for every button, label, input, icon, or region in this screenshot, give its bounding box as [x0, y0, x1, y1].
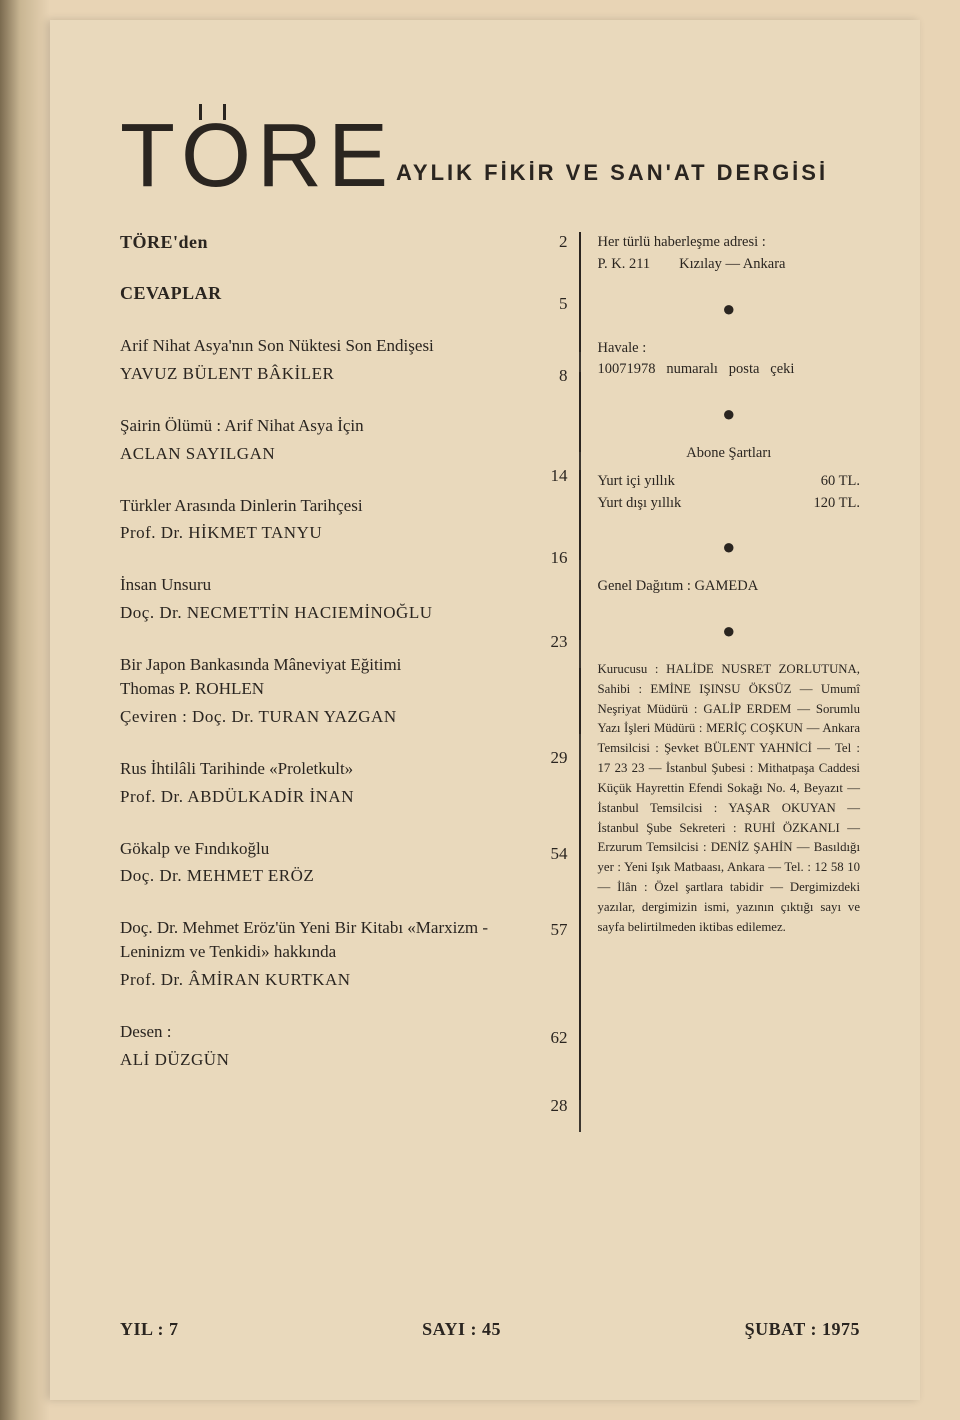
address-line: Her türlü haberleşme adresi :	[598, 232, 860, 254]
toc-author: Doç. Dr. NECMETTİN HACIEMİNOĞLU	[120, 603, 516, 623]
havale-number: 10071978 numaralı posta çeki	[598, 359, 860, 381]
toc-page-number: 62	[551, 1028, 568, 1048]
subscription-terms: Abone Şartları Yurt içi yıllık 60 TL. Yu…	[598, 443, 860, 514]
toc-author: ACLAN SAYILGAN	[120, 444, 516, 464]
toc-title: Türkler Arasında Dinlerin Tarihçesi	[120, 494, 516, 518]
toc-entry: Rus İhtilâli Tarihinde «Proletkult» Prof.…	[120, 757, 516, 807]
toc-title: Şairin Ölümü : Arif Nihat Asya İçin	[120, 414, 516, 438]
toc-author: Doç. Dr. MEHMET ERÖZ	[120, 866, 516, 886]
toc-page-number: 2	[559, 232, 568, 252]
separator-bullet: ●	[598, 298, 860, 320]
toc-entry: Türkler Arasında Dinlerin Tarihçesi Prof.…	[120, 494, 516, 544]
toc-entry: Şairin Ölümü : Arif Nihat Asya İçin ACLAN…	[120, 414, 516, 464]
masthead-credits: Kurucusu : HALİDE NUSRET ZORLUTUNA, Sahi…	[598, 660, 860, 938]
issue-label: SAYI : 45	[422, 1319, 501, 1340]
separator-bullet: ●	[598, 536, 860, 558]
toc-page-number: 29	[551, 748, 568, 768]
content-columns: TÖRE'den CEVAPLAR Arif Nihat Asya'nın Son …	[120, 232, 860, 1132]
vertical-rule	[579, 232, 581, 1132]
separator-bullet: ●	[598, 403, 860, 425]
date-label: ŞUBAT : 1975	[745, 1319, 860, 1340]
separator-bullet: ●	[598, 620, 860, 642]
abone-header: Abone Şartları	[598, 443, 860, 465]
toc-page-number: 14	[551, 466, 568, 486]
abone-price: 120 TL.	[814, 493, 860, 515]
abone-label: Yurt içi yıllık	[598, 471, 675, 493]
havale-label: Havale :	[598, 338, 860, 360]
toc-entry: TÖRE'den	[120, 232, 516, 253]
page-number-column: 2 5 8 14 16 23 29 54 57 62 28	[536, 232, 580, 1132]
toc-author: TÖRE'den	[120, 232, 516, 253]
year-label: YIL : 7	[120, 1319, 179, 1340]
toc-entry: Desen : ALİ DÜZGÜN	[120, 1020, 516, 1070]
issue-footer: YIL : 7 SAYI : 45 ŞUBAT : 1975	[120, 1319, 860, 1340]
toc-page-number: 8	[559, 366, 568, 386]
toc-page-number: 5	[559, 294, 568, 314]
toc-author: YAVUZ BÜLENT BÂKİLER	[120, 364, 516, 384]
toc-title: Arif Nihat Asya'nın Son Nüktesi Son Endi…	[120, 334, 516, 358]
masthead: TORE AYLIK FİKİR VE SAN'AT DERGİSİ	[120, 120, 860, 192]
toc-author: ALİ DÜZGÜN	[120, 1050, 516, 1070]
toc-page-number: 16	[551, 548, 568, 568]
toc-author: Prof. Dr. HİKMET TANYU	[120, 523, 516, 543]
toc-title: İnsan Unsuru	[120, 573, 516, 597]
abone-row: Yurt içi yıllık 60 TL.	[598, 471, 860, 493]
toc-author: Çeviren : Doç. Dr. TURAN YAZGAN	[120, 707, 516, 727]
abone-price: 60 TL.	[821, 471, 860, 493]
address-line: P. K. 211 Kızılay — Ankara	[598, 254, 860, 276]
dagitim-text: Genel Dağıtım : GAMEDA	[598, 576, 860, 598]
toc-entry: Doç. Dr. Mehmet Eröz'ün Yeni Bir Kitabı …	[120, 916, 516, 990]
toc-entry: CEVAPLAR	[120, 283, 516, 304]
distribution-info: Genel Dağıtım : GAMEDA	[598, 576, 860, 598]
toc-title: Desen :	[120, 1020, 516, 1044]
magazine-subtitle: AYLIK FİKİR VE SAN'AT DERGİSİ	[396, 160, 828, 186]
toc-entry: İnsan Unsuru Doç. Dr. NECMETTİN HACIEMİNO…	[120, 573, 516, 623]
toc-page-number: 54	[551, 844, 568, 864]
magazine-logo: TORE	[120, 120, 394, 192]
toc-title: Doç. Dr. Mehmet Eröz'ün Yeni Bir Kitabı …	[120, 916, 516, 964]
toc-title: Bir Japon Bankasında Mâneviyat Eğitimi T…	[120, 653, 516, 701]
toc-entry: Arif Nihat Asya'nın Son Nüktesi Son Endi…	[120, 334, 516, 384]
toc-author: Prof. Dr. ABDÜLKADİR İNAN	[120, 787, 516, 807]
toc-page-number: 23	[551, 632, 568, 652]
correspondence-address: Her türlü haberleşme adresi : P. K. 211 …	[598, 232, 860, 276]
toc-title: Rus İhtilâli Tarihinde «Proletkult»	[120, 757, 516, 781]
toc-column: TÖRE'den CEVAPLAR Arif Nihat Asya'nın Son …	[120, 232, 536, 1132]
toc-title: Gökalp ve Fındıkoğlu	[120, 837, 516, 861]
info-column: Her türlü haberleşme adresi : P. K. 211 …	[580, 232, 860, 1132]
toc-author: Prof. Dr. ÂMİRAN KURTKAN	[120, 970, 516, 990]
toc-page-number: 57	[551, 920, 568, 940]
scan-edge	[0, 0, 50, 1420]
abone-row: Yurt dışı yıllık 120 TL.	[598, 493, 860, 515]
toc-entry: Gökalp ve Fındıkoğlu Doç. Dr. MEHMET ERÖZ	[120, 837, 516, 887]
havale-info: Havale : 10071978 numaralı posta çeki	[598, 338, 860, 382]
toc-page-number: 28	[551, 1096, 568, 1116]
page: TORE AYLIK FİKİR VE SAN'AT DERGİSİ TÖRE'…	[50, 20, 920, 1400]
toc-entry: Bir Japon Bankasında Mâneviyat Eğitimi T…	[120, 653, 516, 727]
abone-label: Yurt dışı yıllık	[598, 493, 682, 515]
toc-author: CEVAPLAR	[120, 283, 516, 304]
